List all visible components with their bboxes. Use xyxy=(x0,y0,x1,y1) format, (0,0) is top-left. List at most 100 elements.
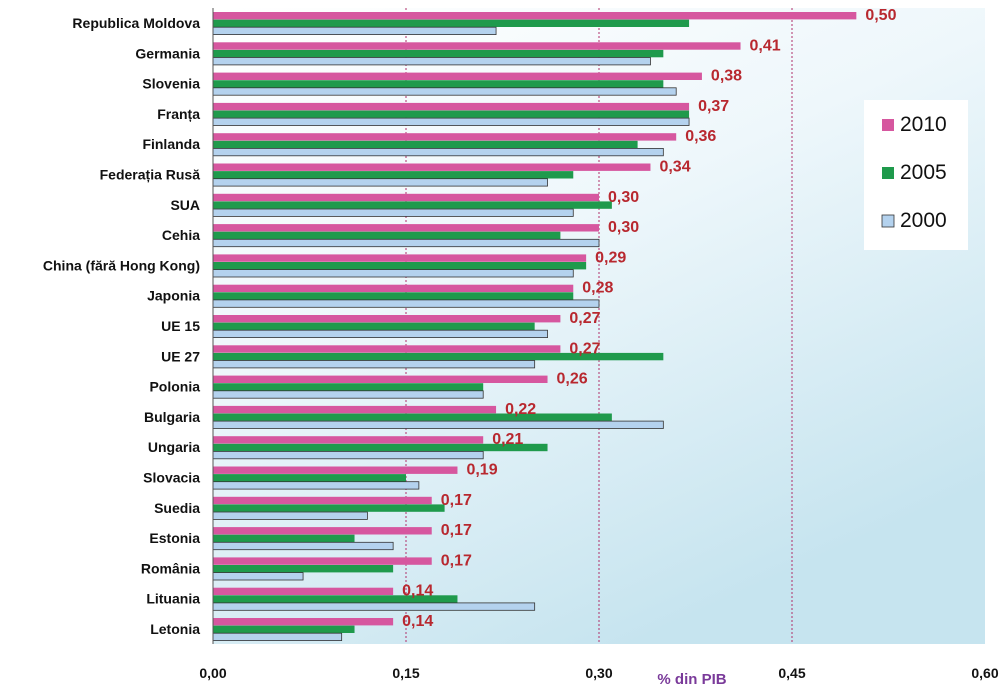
data-label: 0,38 xyxy=(711,68,742,85)
category-label: Polonia xyxy=(149,379,200,395)
bar-2000 xyxy=(212,57,651,66)
data-label: 0,17 xyxy=(441,522,472,539)
category-label: Republica Moldova xyxy=(72,15,200,31)
data-label: 0,19 xyxy=(466,462,497,479)
bar-2000 xyxy=(212,390,484,399)
bar-2000 xyxy=(212,602,536,611)
bar-2005 xyxy=(213,49,664,58)
category-label: Federația Rusă xyxy=(100,167,201,183)
data-label: 0,29 xyxy=(595,249,626,266)
legend-swatch-2000 xyxy=(881,214,895,228)
category-label: UE 15 xyxy=(161,318,200,334)
data-label: 0,36 xyxy=(685,128,716,145)
category-label: Germania xyxy=(135,45,200,61)
category-label: Lituania xyxy=(146,591,200,607)
x-axis-title: % din PIB xyxy=(657,671,726,684)
bar-2000 xyxy=(212,572,304,581)
bar-2005 xyxy=(213,171,574,179)
bar-2000 xyxy=(212,87,677,96)
bar-2005 xyxy=(213,292,574,300)
bar-2000 xyxy=(212,147,664,157)
data-label: 0,50 xyxy=(865,7,896,24)
bar-2000 xyxy=(212,511,368,520)
x-tick-label: 0,00 xyxy=(199,665,226,681)
category-label: Letonia xyxy=(150,621,200,637)
category-label: Cehia xyxy=(162,227,200,243)
data-label: 0,14 xyxy=(402,613,433,630)
data-label: 0,14 xyxy=(402,583,433,600)
bar-2010 xyxy=(213,405,497,414)
category-label: Suedia xyxy=(154,500,200,516)
bar-2010 xyxy=(213,163,651,171)
legend-label: 2005 xyxy=(900,161,947,184)
bar-2005 xyxy=(213,262,587,270)
bar-2005 xyxy=(213,201,612,209)
data-label: 0,27 xyxy=(569,310,600,327)
bar-2005 xyxy=(213,413,612,421)
bar-2005 xyxy=(213,140,638,149)
bar-2000 xyxy=(212,450,484,460)
category-label: Ungaria xyxy=(148,439,200,455)
legend-swatch-2005 xyxy=(882,167,894,179)
category-label: România xyxy=(141,560,200,576)
bar-2005 xyxy=(213,322,535,330)
bar-2005 xyxy=(213,231,561,240)
bar-2005 xyxy=(213,19,690,27)
data-label: 0,37 xyxy=(698,98,729,115)
bar-2010 xyxy=(213,496,432,505)
bar-2010 xyxy=(213,375,548,383)
bar-2010 xyxy=(213,193,599,202)
category-label: Finlanda xyxy=(142,136,200,152)
legend-label: 2010 xyxy=(900,113,947,136)
bar-2010 xyxy=(213,42,741,50)
data-label: 0,17 xyxy=(441,552,472,569)
bar-2010 xyxy=(213,436,484,444)
bar-2010 xyxy=(213,466,458,474)
bar-2010 xyxy=(213,557,432,565)
bar-2010 xyxy=(213,527,432,535)
bar-2005 xyxy=(213,474,406,482)
category-label: Japonia xyxy=(147,288,200,304)
category-label: UE 27 xyxy=(161,348,200,364)
category-labels: Republica Moldova Germania Slovenia Franța F… xyxy=(43,15,200,637)
bar-2000 xyxy=(212,632,343,642)
bar-2005 xyxy=(213,565,394,573)
bar-2005 xyxy=(213,443,548,452)
bar-2000 xyxy=(212,178,548,187)
bar-2005 xyxy=(213,504,445,512)
x-tick-label: 0,15 xyxy=(392,665,419,681)
bar-2000 xyxy=(212,420,664,429)
bar-2000 xyxy=(212,481,420,490)
bar-2010 xyxy=(213,224,599,232)
bar-2000 xyxy=(212,541,394,551)
bar-2000 xyxy=(212,360,536,369)
data-label: 0,21 xyxy=(492,431,523,448)
bar-2010 xyxy=(213,102,690,111)
data-label: 0,34 xyxy=(659,159,690,176)
category-label: China (fără Hong Kong) xyxy=(43,257,200,273)
bar-2005 xyxy=(213,110,690,118)
legend-swatch-2010 xyxy=(882,119,894,131)
category-label: Estonia xyxy=(149,530,200,546)
bar-2005 xyxy=(213,80,664,88)
data-label: 0,28 xyxy=(582,280,613,297)
bar-2010 xyxy=(213,284,574,293)
category-label: Bulgaria xyxy=(144,409,200,425)
legend: 2010 2005 2000 xyxy=(864,100,968,250)
bar-2010 xyxy=(213,345,561,353)
data-labels: 0,50 0,41 0,38 0,37 0,36 0,34 0,30 0,30 0,29 0,28… xyxy=(402,7,896,630)
bar-2005 xyxy=(213,534,355,543)
bar-2010 xyxy=(213,133,677,141)
x-tick-label: 0,45 xyxy=(778,665,805,681)
data-label: 0,30 xyxy=(608,189,639,206)
legend-label: 2000 xyxy=(900,209,947,232)
data-label: 0,17 xyxy=(441,492,472,509)
bar-2000 xyxy=(212,26,497,36)
bar-2005 xyxy=(213,625,355,633)
bar-2000 xyxy=(212,238,600,248)
bar-2000 xyxy=(212,208,574,217)
bar-2000 xyxy=(212,329,548,339)
bar-2000 xyxy=(212,117,690,126)
bar-2000 xyxy=(212,269,574,278)
bar-2000 xyxy=(212,299,600,308)
